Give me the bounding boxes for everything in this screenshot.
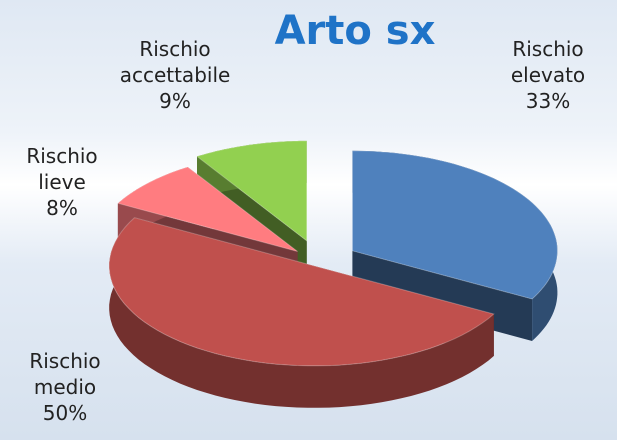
value-label: 9% bbox=[159, 89, 191, 113]
category-label: Rischio accettabile bbox=[119, 37, 231, 87]
slice bbox=[195, 140, 308, 242]
slice-label: Rischio elevato 33% bbox=[511, 36, 585, 114]
slice bbox=[108, 217, 495, 367]
category-label: Rischio elevato bbox=[510, 37, 586, 87]
category-label: Rischio medio bbox=[29, 349, 101, 399]
slice bbox=[116, 166, 298, 252]
value-label: 50% bbox=[42, 401, 88, 425]
category-label: Rischio lieve bbox=[26, 144, 98, 194]
slice-label: Rischio medio 50% bbox=[29, 348, 100, 426]
slice-label: Rischio lieve 8% bbox=[26, 143, 97, 221]
slice-wall bbox=[109, 217, 494, 408]
value-label: 8% bbox=[46, 196, 78, 220]
slice-label: Rischio accettabile 9% bbox=[120, 36, 231, 114]
value-label: 33% bbox=[525, 89, 571, 113]
slice bbox=[351, 150, 558, 300]
chart-title: Arto sx bbox=[274, 8, 436, 54]
